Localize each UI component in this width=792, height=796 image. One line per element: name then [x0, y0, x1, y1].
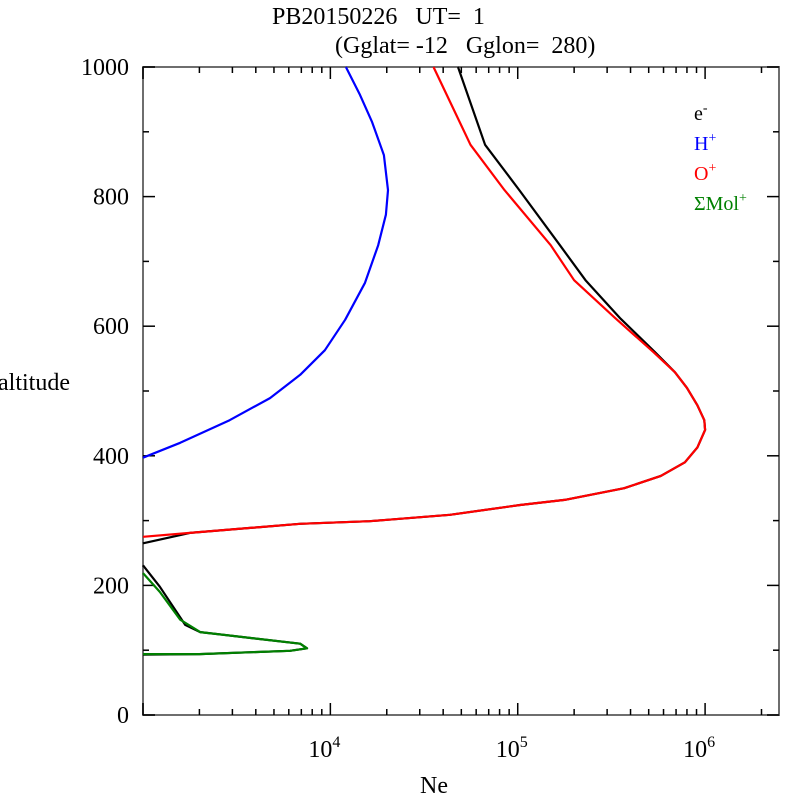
x-tick-label: 106	[683, 734, 715, 763]
series-line-mol	[142, 572, 309, 656]
x-tick-label: 104	[308, 734, 340, 763]
legend-entry: ΣMol+	[694, 191, 747, 215]
legend-entry: H+	[694, 131, 716, 155]
legend-entry: O+	[694, 161, 716, 185]
y-tick-label: 800	[93, 185, 129, 211]
series-line-e	[142, 66, 707, 545]
chart-title: PB20150226 UT= 1	[272, 4, 485, 30]
y-axis-label: altitude	[0, 370, 70, 396]
y-tick-label: 1000	[81, 55, 129, 81]
series-line-h	[142, 66, 390, 459]
series-lines	[142, 66, 707, 656]
legend-entry: e-	[694, 101, 708, 125]
x-tick-label: 105	[496, 734, 528, 763]
y-tick-label: 0	[117, 703, 129, 729]
axis-ticks: 0 200 400 600 800 1000 104 105 106	[81, 55, 779, 763]
y-tick-label: 200	[93, 573, 129, 599]
x-axis-label: Ne	[420, 773, 448, 796]
y-tick-label: 600	[93, 314, 129, 340]
legend: e- H+ O+ ΣMol+	[694, 101, 747, 215]
series-line-o	[142, 66, 707, 538]
y-tick-label: 400	[93, 444, 129, 470]
plot-frame	[142, 66, 780, 716]
chart-subtitle: (Gglat= -12 Gglon= 280)	[335, 33, 595, 59]
